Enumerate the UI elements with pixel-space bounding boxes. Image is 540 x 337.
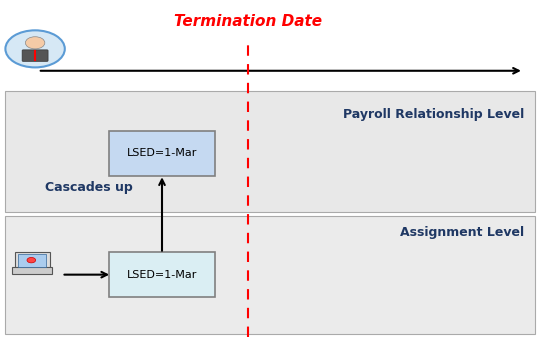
FancyBboxPatch shape <box>18 254 46 267</box>
FancyBboxPatch shape <box>12 267 52 274</box>
FancyBboxPatch shape <box>109 252 214 297</box>
Text: Assignment Level: Assignment Level <box>400 226 524 239</box>
Circle shape <box>27 257 36 263</box>
Text: Payroll Relationship Level: Payroll Relationship Level <box>342 108 524 121</box>
Circle shape <box>5 30 65 67</box>
Text: LSED=1-Mar: LSED=1-Mar <box>127 148 197 158</box>
FancyBboxPatch shape <box>109 130 214 176</box>
FancyBboxPatch shape <box>5 91 535 212</box>
FancyBboxPatch shape <box>0 0 540 91</box>
Text: LSED=1-Mar: LSED=1-Mar <box>127 270 197 280</box>
Text: Cascades up: Cascades up <box>45 181 133 193</box>
FancyBboxPatch shape <box>15 252 50 269</box>
FancyBboxPatch shape <box>5 216 535 334</box>
FancyBboxPatch shape <box>22 50 48 61</box>
Circle shape <box>25 37 45 49</box>
Text: Termination Date: Termination Date <box>174 14 322 29</box>
